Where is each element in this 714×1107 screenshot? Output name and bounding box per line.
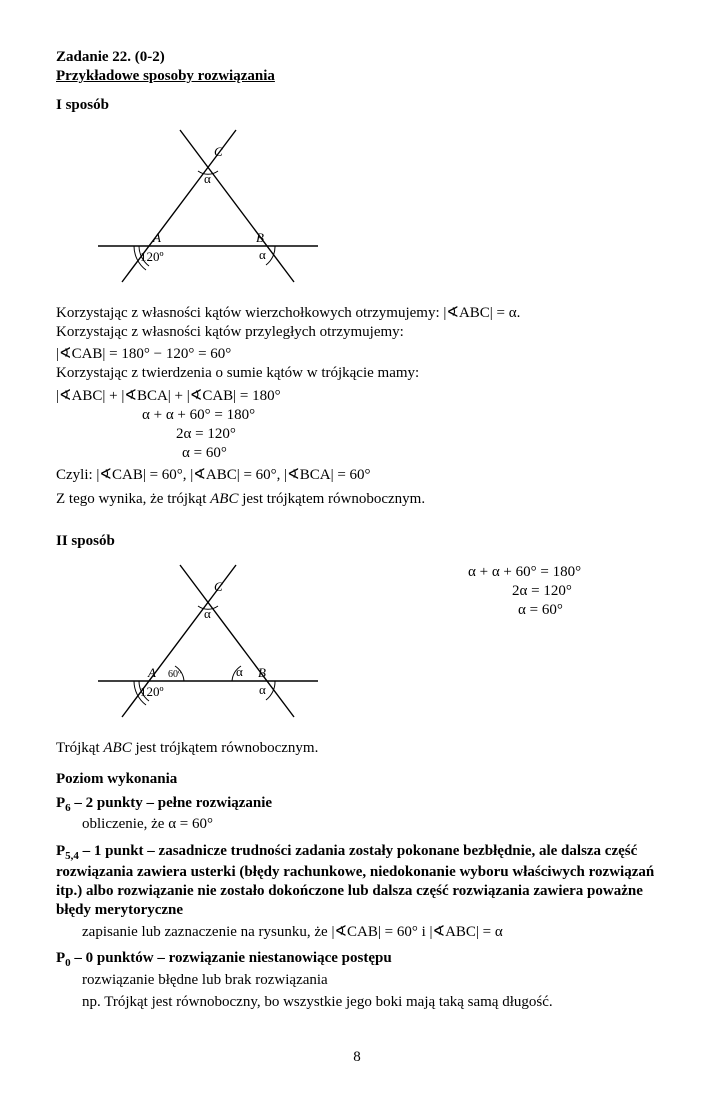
subtitle: Przykładowe sposoby rozwiązania (56, 67, 658, 86)
m1-line5b: ABC (210, 491, 238, 507)
label2-120: 120º (140, 684, 164, 699)
m2-eqns: α + α + 60° = 180° 2α = 120° α = 60° (468, 563, 581, 621)
p54-label: P (56, 843, 65, 859)
diagram-2: α C A B 60º α 120º α (98, 561, 318, 727)
p6-text: – 2 punkty – pełne rozwiązanie (71, 795, 272, 811)
m2-line1a: Trójkąt (56, 740, 103, 756)
m1-line3: Korzystając z twierdzenia o sumie kątów … (56, 364, 658, 383)
label-A: A (152, 230, 161, 245)
label-C: C (214, 144, 223, 159)
label-alpha-top: α (204, 171, 211, 186)
m1-line2: Korzystając z własności kątów przyległyc… (56, 323, 658, 342)
task-title: Zadanie 22. (0-2) (56, 48, 658, 67)
p54-sub: 5,4 (65, 850, 79, 862)
poziom-title: Poziom wykonania (56, 770, 658, 789)
m2-eq1: α + α + 60° = 180° (468, 563, 581, 582)
m1-eq4: 2α = 120° (142, 425, 658, 444)
m2-eq2: 2α = 120° (468, 582, 581, 601)
p6-label: P (56, 795, 65, 811)
p6-head: P6 – 2 punkty – pełne rozwiązanie (56, 794, 658, 815)
label-alpha-right: α (259, 247, 266, 262)
page-number: 8 (56, 1048, 658, 1067)
p54-head: P5,4 – 1 punkt – zasadnicze trudności za… (56, 842, 658, 921)
m1-eq2: |∢ABC| + |∢BCA| + |∢CAB| = 180° (56, 387, 658, 406)
m1-line5a: Z tego wynika, że trójkąt (56, 491, 210, 507)
label2-alpha-r: α (259, 682, 266, 697)
m1-line5c: jest trójkątem równobocznym. (238, 491, 425, 507)
label2-B: B (258, 665, 266, 680)
label2-A: A (147, 665, 156, 680)
m1-line4: Czyli: |∢CAB| = 60°, |∢ABC| = 60°, |∢BCA… (56, 466, 658, 485)
p0-text: – 0 punktów – rozwiązanie niestanowiące … (71, 950, 392, 966)
label2-alpha-top: α (204, 606, 211, 621)
m2-line1: Trójkąt ABC jest trójkątem równobocznym. (56, 739, 658, 758)
label-120: 120º (140, 249, 164, 264)
label2-60: 60º (168, 669, 181, 680)
m1-eq3: α + α + 60° = 180° (142, 406, 658, 425)
m2-eq3: α = 60° (468, 601, 581, 620)
p0-head: P0 – 0 punktów – rozwiązanie niestanowią… (56, 949, 658, 970)
p0-label: P (56, 950, 65, 966)
p54-text: – 1 punkt – zasadnicze trudności zadania… (56, 843, 654, 918)
m1-eq1: |∢CAB| = 180° − 120° = 60° (56, 345, 658, 364)
m1-eq5: α = 60° (142, 444, 658, 463)
p6-desc: obliczenie, że α = 60° (56, 815, 658, 834)
p0-desc1: rozwiązanie błędne lub brak rozwiązania (56, 971, 658, 990)
p54-desc: zapisanie lub zaznaczenie na rysunku, że… (56, 923, 658, 942)
label-B: B (256, 230, 264, 245)
label2-alpha-mid: α (236, 664, 243, 679)
m2-line1c: jest trójkątem równobocznym. (132, 740, 319, 756)
method2-title: II sposób (56, 532, 658, 551)
diagram-1: α C A B 120º α (98, 126, 658, 292)
label2-C: C (214, 579, 223, 594)
m1-line5: Z tego wynika, że trójkąt ABC jest trójk… (56, 490, 658, 509)
p0-desc2: np. Trójkąt jest równoboczny, bo wszystk… (56, 993, 658, 1012)
m2-line1b: ABC (103, 740, 131, 756)
m1-line1: Korzystając z własności kątów wierzchołk… (56, 304, 658, 323)
method1-title: I sposób (56, 96, 658, 115)
